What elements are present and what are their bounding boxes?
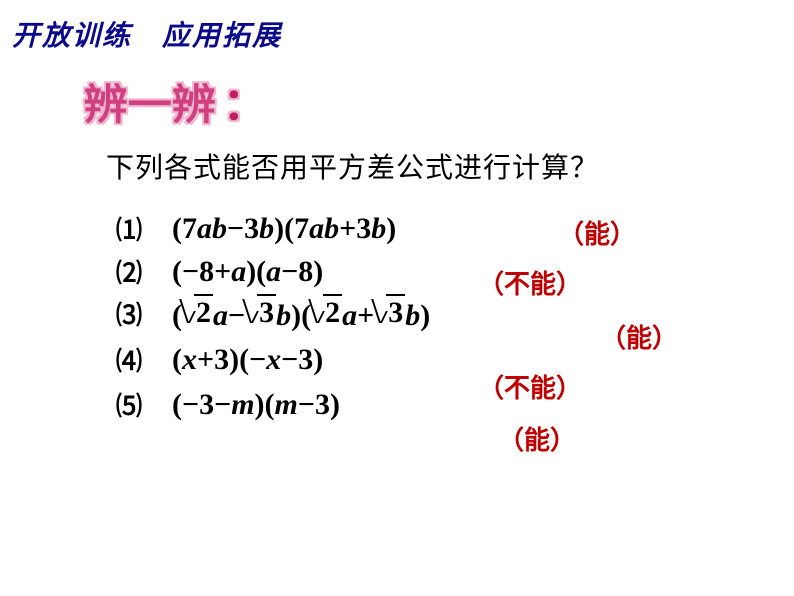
formula-2: (−8+a)(a−8)	[172, 255, 323, 289]
problem-num-2: ⑵	[116, 253, 172, 290]
question-text: 下列各式能否用平方差公式进行计算？	[106, 146, 599, 186]
section-title-colon: ：	[222, 80, 268, 129]
problem-row-3: ⑶ (2a−3b)(2a+3b)	[116, 294, 430, 333]
section-title: 辨一辨：	[84, 68, 269, 132]
answer-2: （不能）	[478, 264, 582, 301]
problem-num-3: ⑶	[116, 295, 172, 332]
problem-row-1: ⑴ (7ab−3b)(7ab+3b)	[116, 210, 430, 247]
problem-num-5: ⑸	[116, 386, 172, 423]
formula-4: (x+3)(−x−3)	[172, 343, 323, 377]
formula-5: (−3−m)(m−3)	[172, 388, 340, 422]
answer-3: （能）	[600, 318, 678, 355]
formula-1: (7ab−3b)(7ab+3b)	[172, 212, 396, 246]
problem-row-2: ⑵ (−8+a)(a−8)	[116, 253, 430, 290]
answer-5: （能）	[498, 420, 576, 457]
problem-row-4: ⑷ (x+3)(−x−3)	[116, 341, 430, 378]
answer-4: （不能）	[478, 368, 582, 405]
section-title-text: 辨一辨	[84, 83, 216, 129]
problem-num-4: ⑷	[116, 341, 172, 378]
problems-container: ⑴ (7ab−3b)(7ab+3b) ⑵ (−8+a)(a−8) ⑶ (2a−3…	[116, 210, 430, 423]
formula-3: (2a−3b)(2a+3b)	[172, 294, 430, 333]
problem-row-5: ⑸ (−3−m)(m−3)	[116, 386, 430, 423]
answer-1: （能）	[558, 214, 636, 251]
page-header: 开放训练 应用拓展	[12, 14, 282, 54]
problem-num-1: ⑴	[116, 210, 172, 247]
